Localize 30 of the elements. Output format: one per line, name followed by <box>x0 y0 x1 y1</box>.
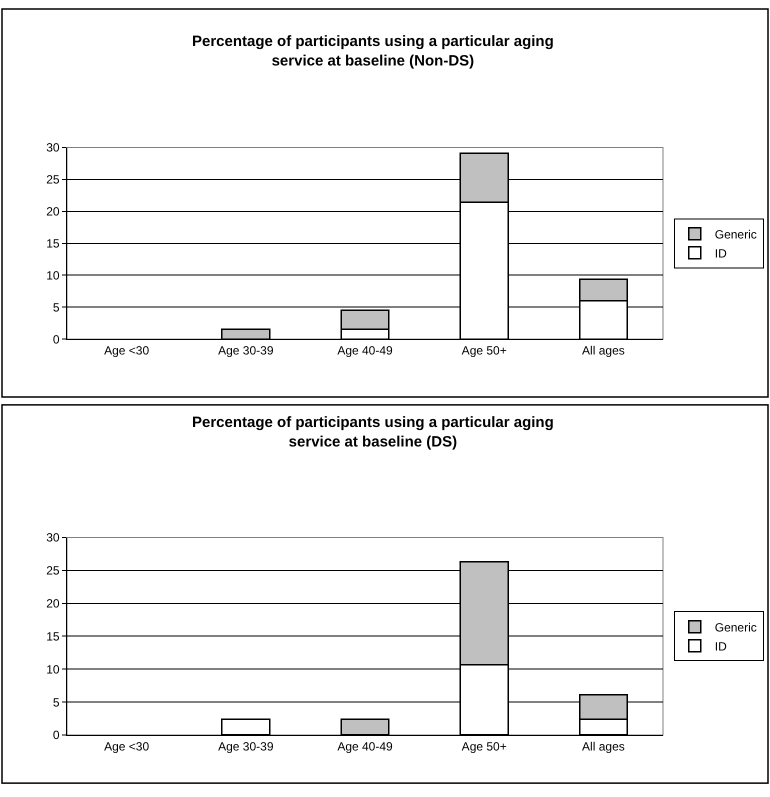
x-tick-label: Age 40-49 <box>337 739 394 754</box>
y-tick-label: 30 <box>46 530 60 545</box>
legend-label: ID <box>714 246 728 260</box>
legend-label: Generic <box>714 227 757 242</box>
x-tick-label: Age <30 <box>104 739 150 754</box>
y-tick-label: 25 <box>46 172 60 187</box>
x-tick-label: Age 30-39 <box>218 343 274 358</box>
y-tick-label: 10 <box>46 662 60 676</box>
y-tick-label: 30 <box>46 140 60 155</box>
y-tick-label: 5 <box>52 300 60 314</box>
y-tick-label: 0 <box>52 728 60 742</box>
y-tick-label: 15 <box>46 236 60 250</box>
y-tick-label: 20 <box>46 204 60 219</box>
legend-label: ID <box>714 639 728 654</box>
x-tick-label: Age 30-39 <box>218 739 274 754</box>
x-tick-label: Age 40-49 <box>337 343 394 358</box>
y-tick-label: 5 <box>52 695 60 710</box>
x-tick-label: All ages <box>582 739 625 754</box>
y-tick-label: 20 <box>46 596 60 611</box>
x-tick-label: Age <30 <box>104 343 150 358</box>
legend-label: Generic <box>714 620 757 634</box>
y-tick-label: 15 <box>46 629 60 644</box>
y-tick-label: 25 <box>46 564 60 578</box>
y-tick-label: 10 <box>46 268 60 282</box>
y-tick-label: 0 <box>52 332 60 346</box>
x-tick-label: Age 50+ <box>462 343 507 358</box>
x-tick-label: All ages <box>582 343 625 358</box>
x-tick-label: Age 50+ <box>462 739 507 754</box>
chart-title: Percentage of participants using a particular aging service at baseline (Non-DS) <box>192 33 554 70</box>
chart-title: Percentage of participants using a particular aging service at baseline (DS) <box>192 414 554 450</box>
